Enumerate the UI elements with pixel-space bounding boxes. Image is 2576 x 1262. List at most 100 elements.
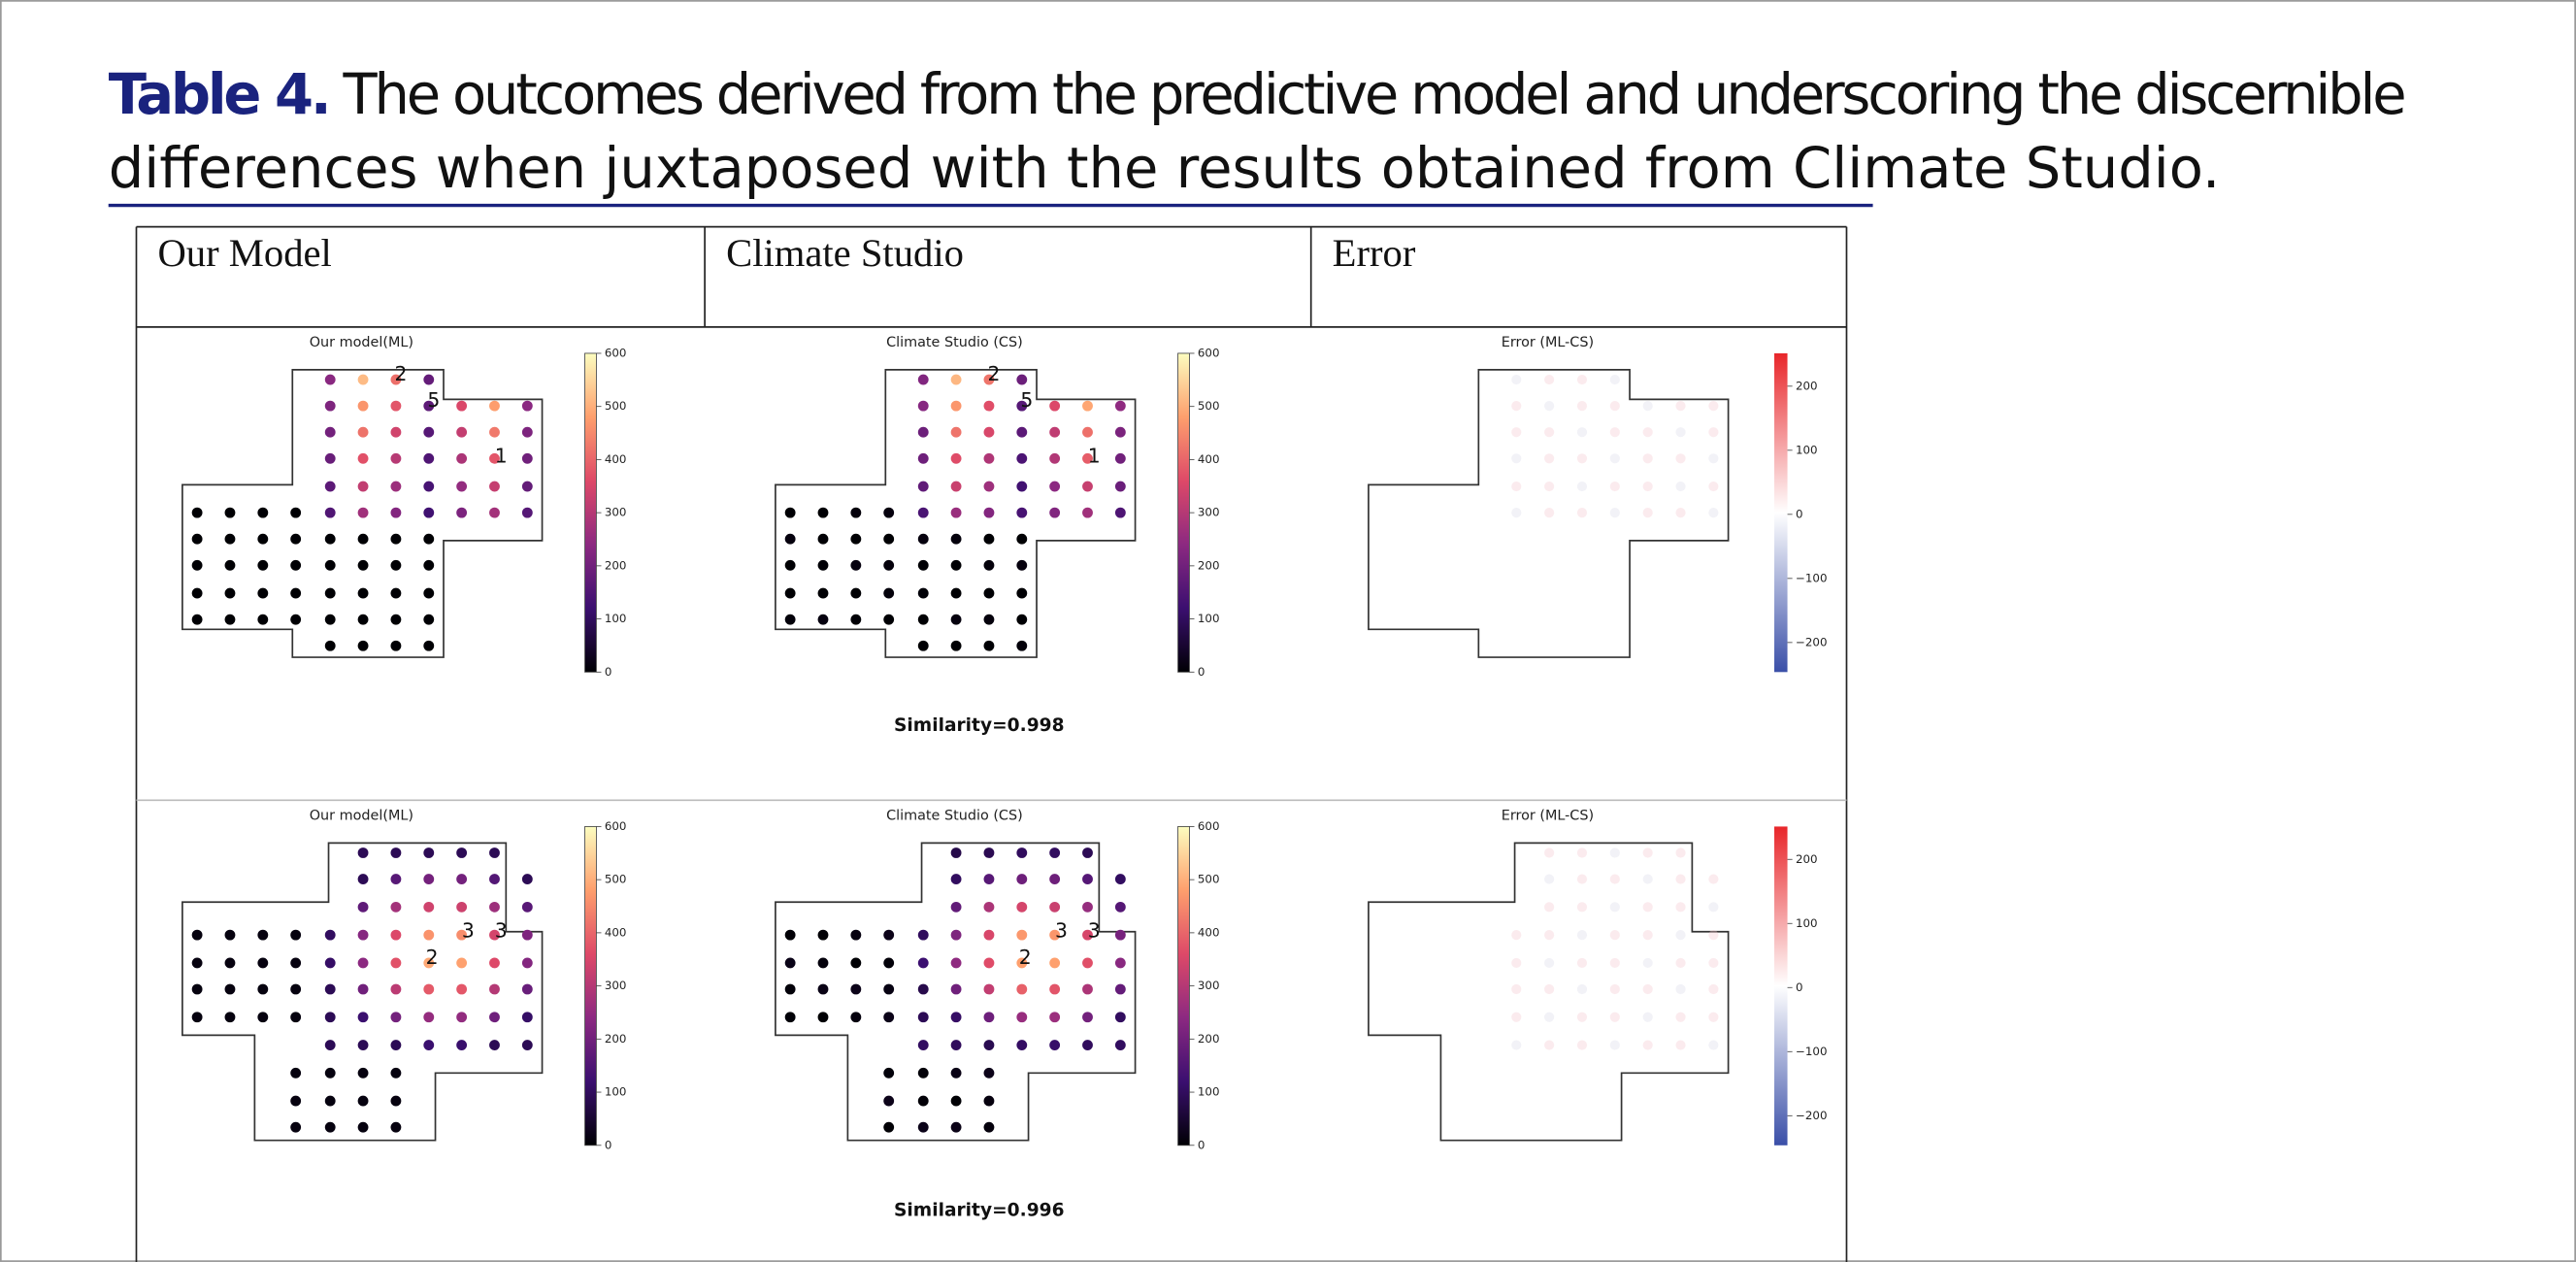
error-point — [1544, 481, 1555, 492]
error-point — [1708, 453, 1719, 464]
error-point — [1708, 874, 1719, 884]
colorbar — [1774, 826, 1788, 1146]
sensor-point — [950, 1040, 962, 1050]
sensor-point — [850, 1012, 862, 1023]
sensor-point — [1016, 640, 1028, 651]
error-point — [1609, 401, 1620, 412]
sensor-point — [1049, 1012, 1061, 1023]
sensor-point — [456, 983, 468, 995]
sensor-point — [1114, 481, 1126, 492]
colorbar-tick-label: 0 — [605, 1138, 612, 1151]
sensor-point — [290, 1067, 302, 1079]
sensor-point — [1049, 983, 1061, 995]
sensor-point — [224, 533, 236, 545]
sensor-point — [191, 559, 203, 571]
colorbar-tick-label: −200 — [1796, 1109, 1827, 1122]
sensor-point — [324, 1040, 336, 1050]
sensor-point — [191, 614, 203, 625]
sensor-point — [883, 533, 895, 545]
sensor-point — [950, 559, 962, 571]
colorbar-tick-label: 600 — [605, 346, 627, 359]
error-point — [1609, 1012, 1620, 1022]
error-point — [1609, 957, 1620, 968]
error-point — [1642, 401, 1653, 412]
colorbar — [584, 352, 597, 673]
sensor-point — [817, 507, 829, 518]
sensor-point — [224, 957, 236, 969]
plot-outline — [182, 842, 544, 1142]
sensor-point — [917, 559, 929, 571]
sensor-point — [1049, 874, 1061, 884]
sensor-point — [423, 587, 435, 599]
error-point — [1609, 508, 1620, 518]
sensor-point — [1049, 1040, 1061, 1050]
sensor-point — [357, 929, 369, 941]
sensor-point — [390, 957, 402, 969]
error-point — [1642, 481, 1653, 492]
sensor-point — [191, 983, 203, 995]
error-point — [1576, 453, 1588, 464]
sensor-point — [950, 400, 962, 412]
sensor-point — [950, 1067, 962, 1079]
sensor-point — [290, 1095, 302, 1107]
colorbar-tick-label: 500 — [605, 399, 627, 413]
sensor-point — [883, 929, 895, 941]
error-point — [1544, 374, 1555, 385]
sensor-point — [324, 1012, 336, 1023]
sensor-point — [489, 901, 500, 913]
error-point — [1609, 930, 1620, 941]
error-point — [1675, 1040, 1686, 1050]
sensor-point — [950, 957, 962, 969]
sensor-point — [1114, 1040, 1126, 1050]
error-point — [1511, 401, 1522, 412]
sensor-point — [390, 533, 402, 545]
sensor-point — [324, 983, 336, 995]
sensor-point — [357, 452, 369, 464]
sensor-point — [390, 507, 402, 518]
sensor-point — [489, 452, 500, 464]
sensor-point — [850, 614, 862, 625]
colorbar-tick-label: −200 — [1796, 635, 1827, 648]
sensor-point — [1114, 929, 1126, 941]
sensor-point — [983, 533, 995, 545]
sensor-point — [883, 1012, 895, 1023]
error-point — [1544, 930, 1555, 941]
sensor-point — [817, 957, 829, 969]
sensor-point — [1114, 983, 1126, 995]
plot-outline — [182, 369, 544, 658]
sensor-point — [390, 400, 402, 412]
colorbar-tick-label: 300 — [1198, 506, 1220, 519]
sensor-point — [324, 957, 336, 969]
error-point — [1642, 508, 1653, 518]
colorbar — [1177, 825, 1190, 1146]
error-point — [1675, 983, 1686, 995]
sensor-point — [423, 481, 435, 492]
sensor-point — [290, 587, 302, 599]
colorbar-tick-label: 500 — [1198, 873, 1220, 886]
error-point — [1609, 453, 1620, 464]
sensor-point — [950, 874, 962, 884]
sensor-point — [1082, 1012, 1093, 1023]
error-point — [1544, 983, 1555, 995]
column-header: Error — [1333, 231, 1416, 275]
caption-line: Table 4. The outcomes derived from the p… — [109, 62, 2407, 127]
colorbar-tick-label: 100 — [1198, 612, 1220, 625]
sensor-point — [290, 1121, 302, 1133]
point-marker: 3 — [1055, 919, 1068, 943]
sensor-point — [324, 1095, 336, 1107]
point-marker: 3 — [495, 919, 508, 943]
sensor-point — [950, 426, 962, 438]
sensor-point — [489, 481, 500, 492]
point-marker: 5 — [427, 388, 440, 412]
sensor-point — [950, 1095, 962, 1107]
sensor-point — [917, 1095, 929, 1107]
sensor-point — [983, 640, 995, 651]
sensor-point — [423, 1040, 435, 1050]
sensor-point — [850, 929, 862, 941]
sensor-point — [390, 1121, 402, 1133]
sensor-point — [917, 1012, 929, 1023]
plot-outline — [1368, 842, 1730, 1142]
error-point — [1609, 481, 1620, 492]
sensor-point — [983, 481, 995, 492]
error-point — [1576, 983, 1588, 995]
